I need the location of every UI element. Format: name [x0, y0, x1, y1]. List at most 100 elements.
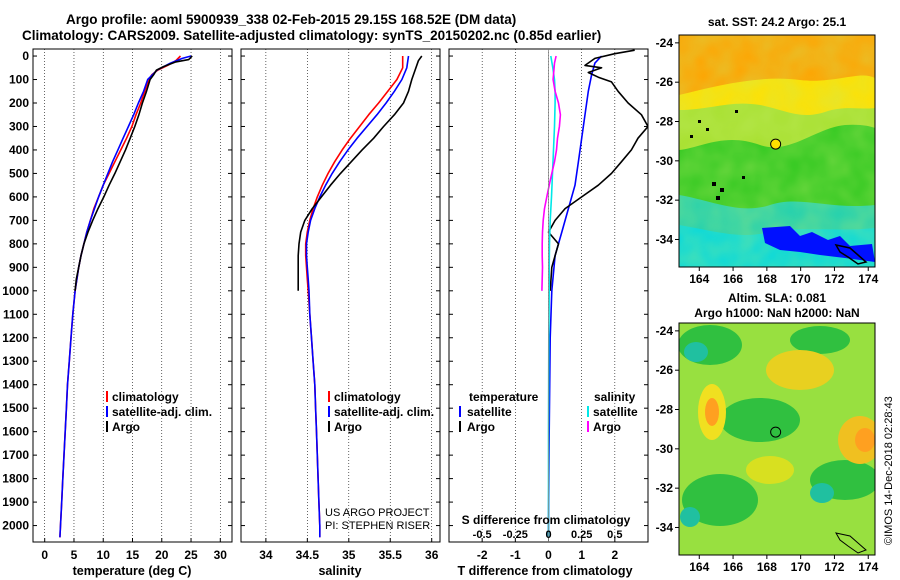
legend-climatology-label: climatology — [334, 390, 401, 404]
map-lon-label: 172 — [824, 560, 844, 574]
legend-argo-label: Argo — [112, 420, 140, 434]
x-tick-label: 35.5 — [379, 548, 403, 562]
depth-axis: 0 100 200 300 400 500 600 700 800 900 1000 1100 1200… — [2, 49, 648, 533]
sla-cyan-blob — [810, 483, 834, 503]
depth-tick-label: 2000 — [2, 519, 29, 533]
sst-float-marker — [770, 138, 782, 150]
x-tick-label: 0 — [41, 548, 48, 562]
map-lon-label: 164 — [689, 272, 709, 286]
salinity-panel-frame — [240, 48, 441, 543]
map-lon-label: 170 — [791, 560, 811, 574]
sla-coast — [835, 532, 867, 554]
map-lat-label: -30 — [656, 442, 674, 456]
series-group — [297, 55, 423, 538]
depth-tick-label: 1300 — [2, 354, 29, 368]
legend-climatology-label: climatology — [112, 390, 179, 404]
sla-orange-core — [855, 428, 875, 452]
depth-tick-label: 600 — [9, 190, 29, 204]
depth-tick-label: 1200 — [2, 331, 29, 345]
x-tick-label: 1 — [578, 548, 585, 562]
depth-tick-label: 1400 — [2, 378, 29, 392]
s-diff-tick-label: -0.25 — [503, 529, 528, 541]
depth-tick-label: 200 — [9, 96, 29, 110]
sla-float-marker — [770, 426, 782, 438]
map-lon-label: 166 — [723, 560, 743, 574]
s-diff-tick-label: 0.5 — [607, 529, 622, 541]
sla-map-title-2: Argo h1000: NaN h2000: NaN — [694, 306, 859, 320]
depth-tick-label: 700 — [9, 213, 29, 227]
series-line-satellite-adj-clim- — [305, 55, 410, 538]
map-lon-label: 168 — [757, 560, 777, 574]
map-lat-label: -32 — [656, 193, 674, 207]
temperature-legend: climatology satellite-adj. clim. Argo — [106, 390, 212, 434]
x-tick-label: 15 — [126, 548, 140, 562]
depth-tick-label: 300 — [9, 119, 29, 133]
credit-project: US ARGO PROJECT — [325, 507, 430, 519]
depth-tick-label: 400 — [9, 143, 29, 157]
diff-legend: temperature satellite Argo salinity sate… — [459, 390, 638, 434]
depth-tick-label: 0 — [22, 49, 29, 63]
credit-pi: PI: STEPHEN RISER — [325, 520, 430, 532]
map-lon-label: 172 — [824, 272, 844, 286]
series-line-temperature-satellite — [547, 55, 603, 538]
sla-map — [679, 323, 875, 555]
s-diff-tick-label: 0 — [545, 529, 551, 541]
sla-yellow-blob — [746, 456, 794, 484]
x-tick-label: 2 — [611, 548, 618, 562]
sla-green-blob — [682, 474, 758, 526]
map-lon-label: 164 — [689, 560, 709, 574]
series-line-satellite-adj-clim- — [59, 55, 192, 538]
series-line-argo — [297, 55, 423, 291]
sla-yellow-blob — [766, 350, 834, 390]
map-lon-label: 174 — [858, 272, 878, 286]
sla-cyan-blob — [684, 342, 708, 362]
map-lon-label: 166 — [723, 272, 743, 286]
legend-salinity-title: salinity — [594, 390, 636, 404]
s-diff-tick-label: -0.5 — [473, 529, 492, 541]
map-lat-label: -30 — [656, 154, 674, 168]
temperature-xlabel: temperature (deg C) — [73, 564, 192, 578]
diff-xlabel: T difference from climatology — [457, 564, 632, 578]
legend-t-satellite-label: satellite — [467, 405, 512, 419]
x-tick-label: 34 — [259, 548, 273, 562]
depth-tick-label: 1800 — [2, 472, 29, 486]
x-tick-label: -2 — [477, 548, 488, 562]
sla-map-title-1: Altim. SLA: 0.081 — [728, 291, 826, 305]
sla-green-blob — [790, 326, 850, 354]
sst-map-title: sat. SST: 24.2 Argo: 25.1 — [708, 15, 847, 29]
sst-blue-patch — [762, 226, 875, 262]
salinity-xlabel: salinity — [318, 564, 361, 578]
depth-tick-label: 1900 — [2, 495, 29, 509]
sst-coast — [834, 243, 868, 265]
depth-tick-label: 1600 — [2, 425, 29, 439]
map-lat-label: -24 — [656, 324, 674, 338]
map-lon-label: 170 — [791, 272, 811, 286]
sla-cyan-blob — [680, 507, 700, 527]
salinity-legend: climatology satellite-adj. clim. Argo — [328, 390, 434, 434]
depth-tick-label: 1000 — [2, 284, 29, 298]
legend-satellite-label: satellite-adj. clim. — [112, 405, 212, 419]
series-line-salinity-argo — [541, 55, 562, 291]
depth-tick-label: 1100 — [3, 307, 29, 321]
depth-tick-label: 100 — [9, 73, 29, 87]
legend-temperature-title: temperature — [469, 390, 539, 404]
x-tick-label: 34.5 — [296, 548, 320, 562]
legend-s-satellite-label: satellite — [593, 405, 638, 419]
legend-argo-label: Argo — [334, 420, 362, 434]
map-lon-label: 168 — [757, 272, 777, 286]
s-diff-ticks: -0.5 -0.25 0 0.25 0.5 — [473, 529, 623, 541]
map-lat-label: -24 — [656, 36, 674, 50]
title-line-2: Climatology: CARS2009. Satellite-adjuste… — [22, 28, 602, 43]
map-lat-label: -26 — [656, 75, 674, 89]
sla-orange-core — [705, 398, 719, 426]
x-tick-label: 30 — [214, 548, 228, 562]
legend-s-argo-label: Argo — [593, 420, 621, 434]
legend-t-argo-label: Argo — [467, 420, 495, 434]
x-tick-label: 25 — [184, 548, 198, 562]
series-line-argo — [74, 55, 193, 291]
map-lat-label: -26 — [656, 363, 674, 377]
map-lat-label: -34 — [656, 520, 674, 534]
x-tick-label: 35 — [342, 548, 356, 562]
map-lat-label: -28 — [656, 403, 674, 417]
